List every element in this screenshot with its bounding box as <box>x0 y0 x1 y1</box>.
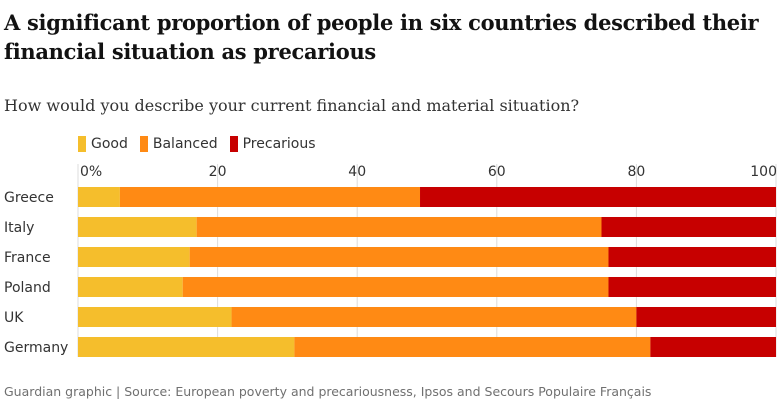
bar-segment-balanced <box>196 217 602 237</box>
bar-segment-balanced <box>189 247 609 267</box>
category-label: France <box>4 250 51 266</box>
bar-segment-good <box>78 337 295 357</box>
legend-label-precarious: Precarious <box>242 136 316 152</box>
legend-label-balanced: Balanced <box>152 136 218 152</box>
x-tick-label: 100 <box>750 164 777 180</box>
bar-segment-good <box>78 277 183 297</box>
legend-label-good: Good <box>91 136 128 152</box>
legend-item-good: Good <box>78 136 128 152</box>
legend-swatch-precarious <box>229 136 238 152</box>
bar-segment-balanced <box>182 277 609 297</box>
category-label: Italy <box>4 220 34 236</box>
legend: Good Balanced Precarious <box>78 136 316 152</box>
x-tick-label: 40 <box>348 164 366 180</box>
x-tick-label: 60 <box>488 164 506 180</box>
x-tick-label: 20 <box>209 164 227 180</box>
chart-title: A significant proportion of people in si… <box>4 10 759 64</box>
chart-subtitle: How would you describe your current fina… <box>4 96 580 115</box>
bar-segment-balanced <box>119 187 421 207</box>
bar-segment-precarious <box>650 337 776 357</box>
bar-segment-good <box>78 187 120 207</box>
x-tick-label: 80 <box>627 164 645 180</box>
category-label: Greece <box>4 190 54 206</box>
bar-segment-good <box>78 307 232 327</box>
legend-item-precarious: Precarious <box>229 136 316 152</box>
bar-segment-balanced <box>231 307 637 327</box>
bar-segment-precarious <box>608 247 776 267</box>
category-label: Germany <box>4 340 68 356</box>
bar-segment-good <box>78 247 190 267</box>
x-tick-label: 0% <box>80 164 102 180</box>
legend-item-balanced: Balanced <box>139 136 218 152</box>
bar-segment-precarious <box>608 277 776 297</box>
legend-swatch-balanced <box>139 136 148 152</box>
bar-segment-precarious <box>601 217 776 237</box>
category-label: UK <box>4 310 24 326</box>
legend-swatch-good <box>78 136 86 152</box>
bar-segment-good <box>78 217 197 237</box>
bar-segment-precarious <box>420 187 776 207</box>
bar-segment-precarious <box>636 307 776 327</box>
category-label: Poland <box>4 280 51 296</box>
source-note: Guardian graphic | Source: European pove… <box>4 384 652 399</box>
bar-segment-balanced <box>294 337 651 357</box>
stacked-bar-chart: 0% 20 40 60 80 100 Greece Italy France Poland UK Ge… <box>4 164 777 357</box>
